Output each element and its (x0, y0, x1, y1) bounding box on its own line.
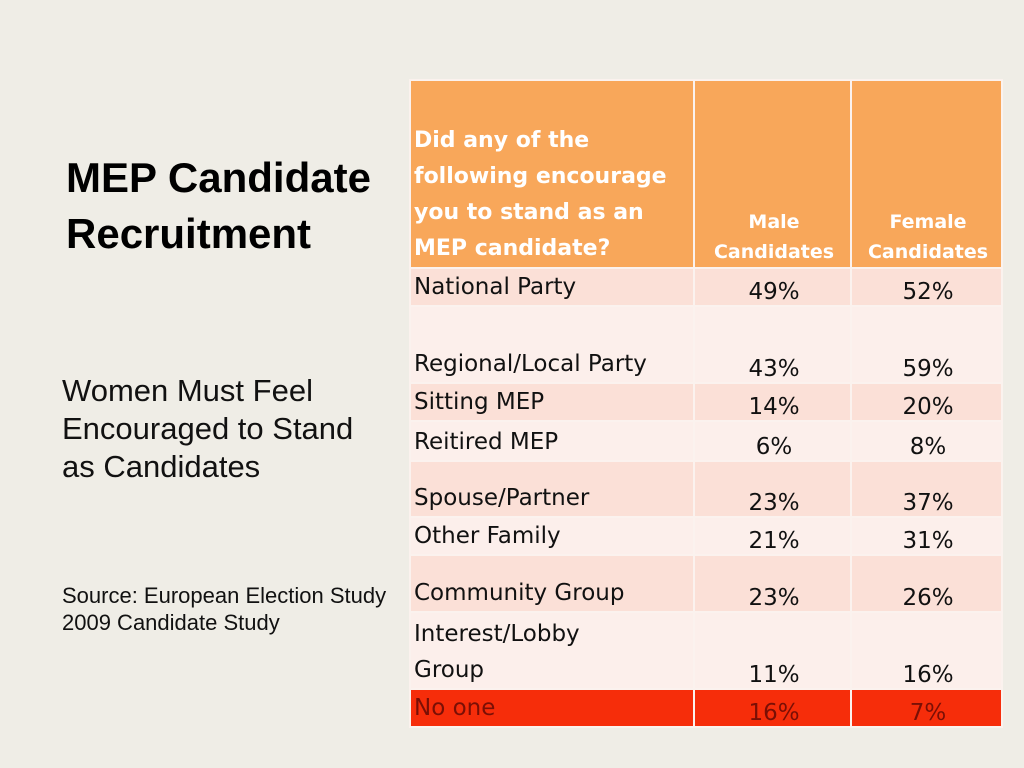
male-value: 23% (693, 554, 852, 613)
female-value: 52% (850, 267, 1003, 307)
female-value: 16% (850, 611, 1003, 690)
slide-subtitle: Women Must Feel Encouraged to Stand as C… (62, 373, 354, 484)
row-label: Reitired MEP (409, 420, 695, 462)
male-value: 11% (693, 611, 852, 690)
row-label: National Party (409, 267, 695, 307)
male-value: 6% (693, 420, 852, 462)
table-row: Spouse/Partner 23% 37% (409, 460, 1003, 518)
female-value: 59% (850, 305, 1003, 384)
male-value: 49% (693, 267, 852, 307)
table-row: Sitting MEP 14% 20% (409, 382, 1003, 422)
table-row: Interest/Lobby Group 11% 16% (409, 611, 1003, 690)
row-label: Regional/Local Party (409, 305, 695, 384)
table-header-row: Did any of the following encourage you t… (409, 79, 1003, 269)
row-label: Other Family (409, 516, 695, 556)
slide-title: MEP Candidate Recruitment (66, 154, 371, 257)
table-row: Regional/Local Party 43% 59% (409, 305, 1003, 384)
female-value: 20% (850, 382, 1003, 422)
header-female: Female Candidates (850, 79, 1003, 269)
survey-table: Did any of the following encourage you t… (409, 79, 1003, 728)
male-value: 23% (693, 460, 852, 518)
male-value: 21% (693, 516, 852, 556)
female-value: 7% (850, 688, 1003, 728)
table-row: Community Group 23% 26% (409, 554, 1003, 613)
male-value: 43% (693, 305, 852, 384)
female-value: 8% (850, 420, 1003, 462)
row-label: No one (409, 688, 695, 728)
table-row-highlighted: No one 16% 7% (409, 688, 1003, 728)
row-label-line: Interest/Lobby (414, 621, 580, 647)
row-label: Community Group (409, 554, 695, 613)
table-row: National Party 49% 52% (409, 267, 1003, 307)
female-value: 31% (850, 516, 1003, 556)
male-value: 16% (693, 688, 852, 728)
header-question: Did any of the following encourage you t… (409, 79, 695, 269)
header-male: Male Candidates (693, 79, 852, 269)
table-row: Reitired MEP 6% 8% (409, 420, 1003, 462)
row-label: Sitting MEP (409, 382, 695, 422)
male-value: 14% (693, 382, 852, 422)
row-label-line: Group (414, 657, 485, 683)
row-label: Interest/Lobby Group (409, 611, 695, 690)
female-value: 26% (850, 554, 1003, 613)
female-value: 37% (850, 460, 1003, 518)
row-label: Spouse/Partner (409, 460, 695, 518)
table-row: Other Family 21% 31% (409, 516, 1003, 556)
source-note: Source: European Election Study 2009 Can… (62, 583, 387, 635)
